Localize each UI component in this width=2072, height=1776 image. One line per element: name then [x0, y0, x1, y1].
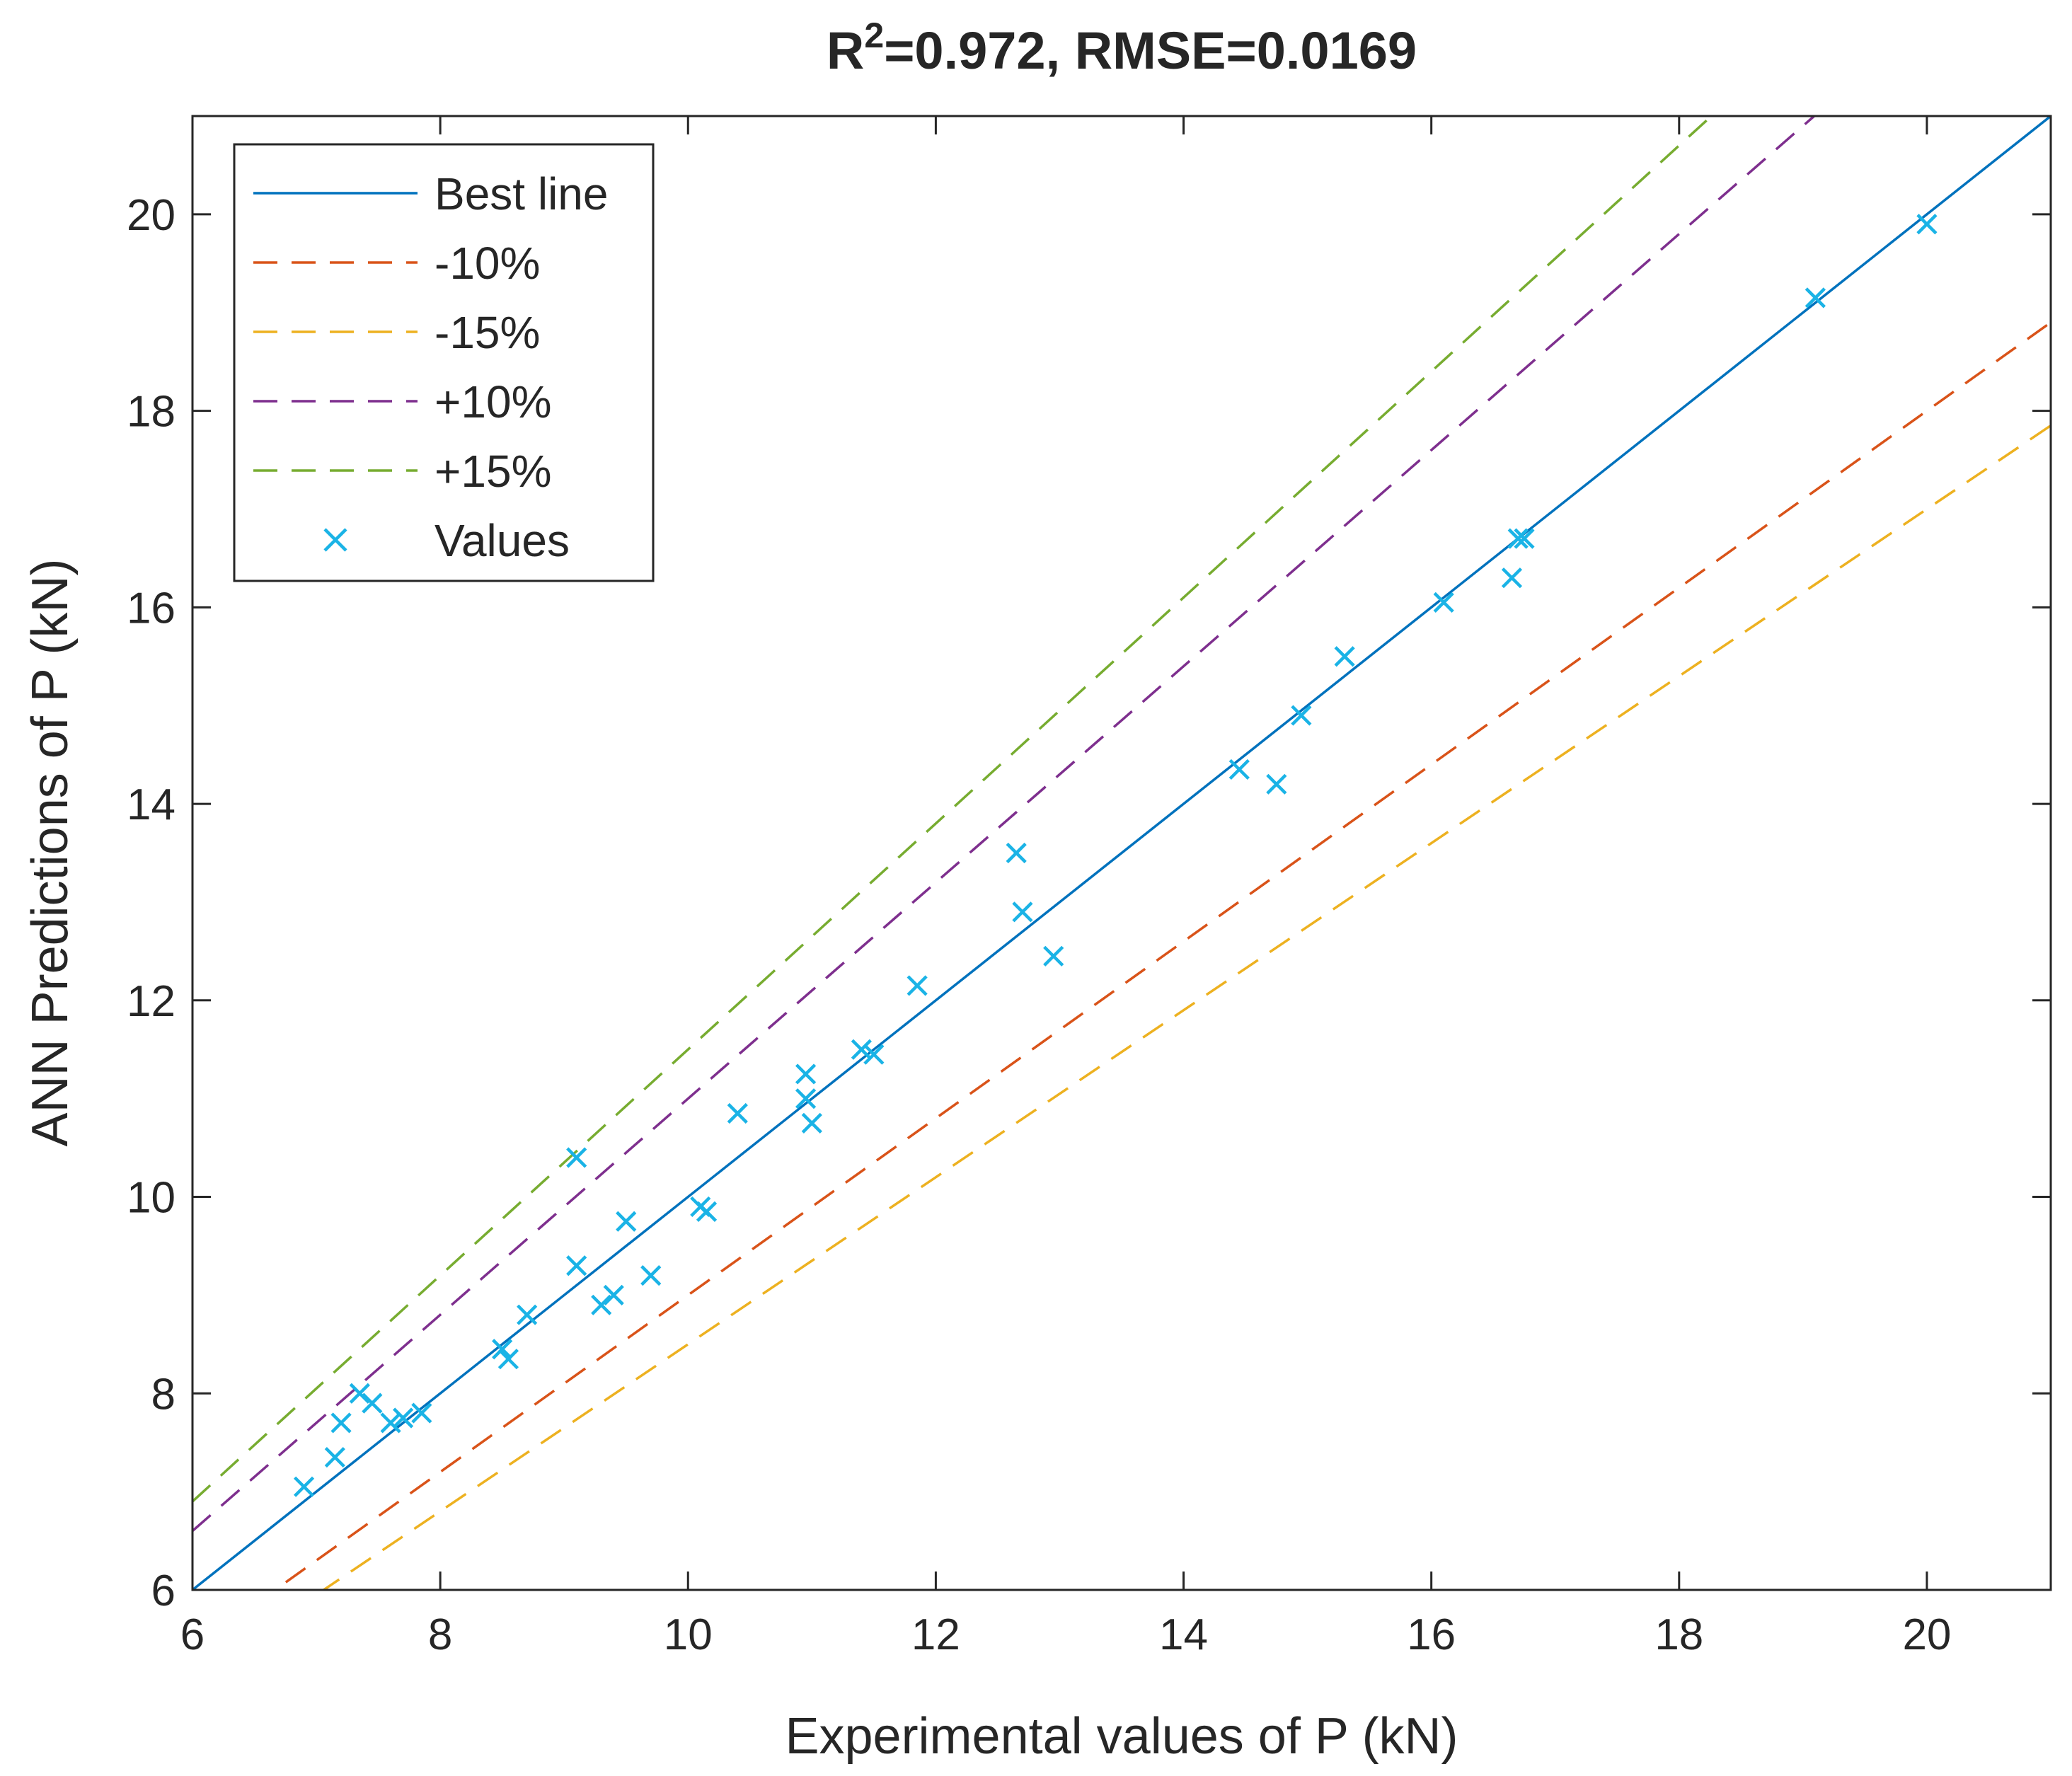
data-point [349, 1383, 370, 1404]
data-point [411, 1402, 432, 1424]
legend-item-10: -10% [253, 238, 540, 289]
line-15 [321, 424, 2051, 1590]
x-axis-label: Experimental values of P (kN) [785, 1708, 1458, 1765]
legend-label: +15% [434, 446, 551, 497]
data-point [1006, 842, 1027, 864]
data-point [616, 1211, 637, 1232]
line-10 [192, 116, 1817, 1532]
data-point [324, 1446, 345, 1468]
x-tick-label: 10 [664, 1610, 713, 1659]
x-tick-label: 12 [911, 1610, 960, 1659]
data-point [1507, 528, 1529, 549]
legend-item-10: +10% [253, 376, 551, 427]
data-point [1916, 214, 1938, 235]
chart-title: R2=0.972, RMSE=0.0169 [827, 16, 1417, 80]
data-point [330, 1412, 352, 1434]
data-point [1291, 705, 1312, 726]
data-point [380, 1412, 401, 1434]
legend-item-values: Values [323, 515, 570, 566]
legend-label: -15% [434, 307, 540, 358]
legend: Best line -10% -15% +10% +15% Values [233, 143, 655, 582]
data-point [1501, 567, 1523, 589]
title-rest: =0.972, RMSE=0.0169 [884, 21, 1417, 80]
data-point [863, 1044, 885, 1065]
y-axis: 6 8 10 12 14 16 18 20 [127, 191, 2051, 1615]
data-point [566, 1255, 587, 1276]
x-axis: 6 8 10 12 14 16 18 20 [180, 116, 1951, 1659]
y-tick-label: 14 [127, 780, 175, 829]
data-point [727, 1102, 748, 1124]
data-point [362, 1392, 383, 1414]
data-point [696, 1201, 718, 1222]
legend-item-15: -15% [253, 307, 540, 358]
title-superscript: 2 [864, 16, 884, 55]
data-point [492, 1339, 513, 1360]
x-tick-label: 18 [1654, 1610, 1703, 1659]
data-point [851, 1039, 872, 1060]
legend-item-15: +15% [253, 446, 551, 497]
data-point [1228, 759, 1250, 780]
legend-item-best-line: Best line [253, 168, 608, 219]
legend-label: +10% [434, 376, 551, 427]
legend-label: Values [434, 515, 570, 566]
title-main: R [827, 21, 864, 80]
data-point [640, 1265, 662, 1286]
data-point [1805, 287, 1826, 309]
data-point [795, 1088, 817, 1109]
x-tick-label: 6 [180, 1610, 205, 1659]
data-point [801, 1112, 822, 1134]
y-tick-label: 18 [127, 388, 175, 437]
data-point [906, 975, 928, 996]
y-axis-label: ANN Predictions of P (kN) [22, 559, 79, 1147]
data-point [517, 1304, 538, 1325]
x-tick-label: 16 [1407, 1610, 1456, 1659]
x-tick-label: 20 [1902, 1610, 1951, 1659]
data-point [497, 1349, 519, 1370]
legend-marker [323, 528, 347, 552]
data-point [1012, 901, 1033, 923]
data-points [293, 214, 1938, 1497]
y-tick-label: 10 [127, 1174, 175, 1223]
data-point [1266, 773, 1287, 795]
data-point [293, 1476, 315, 1497]
x-tick-label: 14 [1159, 1610, 1208, 1659]
reference-lines [192, 116, 2051, 1590]
data-point [603, 1284, 624, 1305]
y-tick-label: 8 [151, 1370, 175, 1419]
legend-label: Best line [434, 168, 608, 219]
data-point [591, 1294, 612, 1315]
y-tick-label: 12 [127, 977, 175, 1026]
axes-box [191, 115, 2052, 1591]
y-tick-label: 16 [127, 584, 175, 633]
y-tick-label: 20 [127, 191, 175, 240]
data-point [1514, 528, 1535, 549]
legend-box [233, 143, 655, 582]
line-best-line [192, 116, 2051, 1590]
data-point [1043, 945, 1064, 967]
y-tick-label: 6 [151, 1567, 175, 1615]
data-point [795, 1063, 817, 1085]
x-tick-label: 8 [428, 1610, 452, 1659]
data-point [1334, 646, 1355, 667]
data-point [393, 1407, 414, 1429]
data-point [566, 1147, 587, 1168]
data-point [1433, 592, 1454, 613]
legend-label: -10% [434, 238, 540, 289]
